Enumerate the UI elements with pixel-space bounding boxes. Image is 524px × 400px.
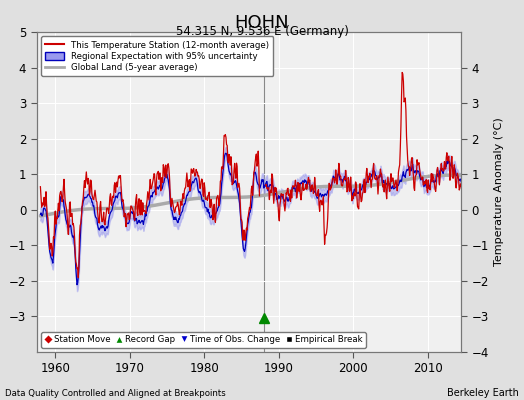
Y-axis label: Temperature Anomaly (°C): Temperature Anomaly (°C) <box>495 118 505 266</box>
Text: Berkeley Earth: Berkeley Earth <box>447 388 519 398</box>
Text: HOHN: HOHN <box>235 14 289 32</box>
Text: 54.315 N, 9.536 E (Germany): 54.315 N, 9.536 E (Germany) <box>176 25 348 38</box>
Legend: Station Move, Record Gap, Time of Obs. Change, Empirical Break: Station Move, Record Gap, Time of Obs. C… <box>41 332 366 348</box>
Text: Data Quality Controlled and Aligned at Breakpoints: Data Quality Controlled and Aligned at B… <box>5 389 226 398</box>
